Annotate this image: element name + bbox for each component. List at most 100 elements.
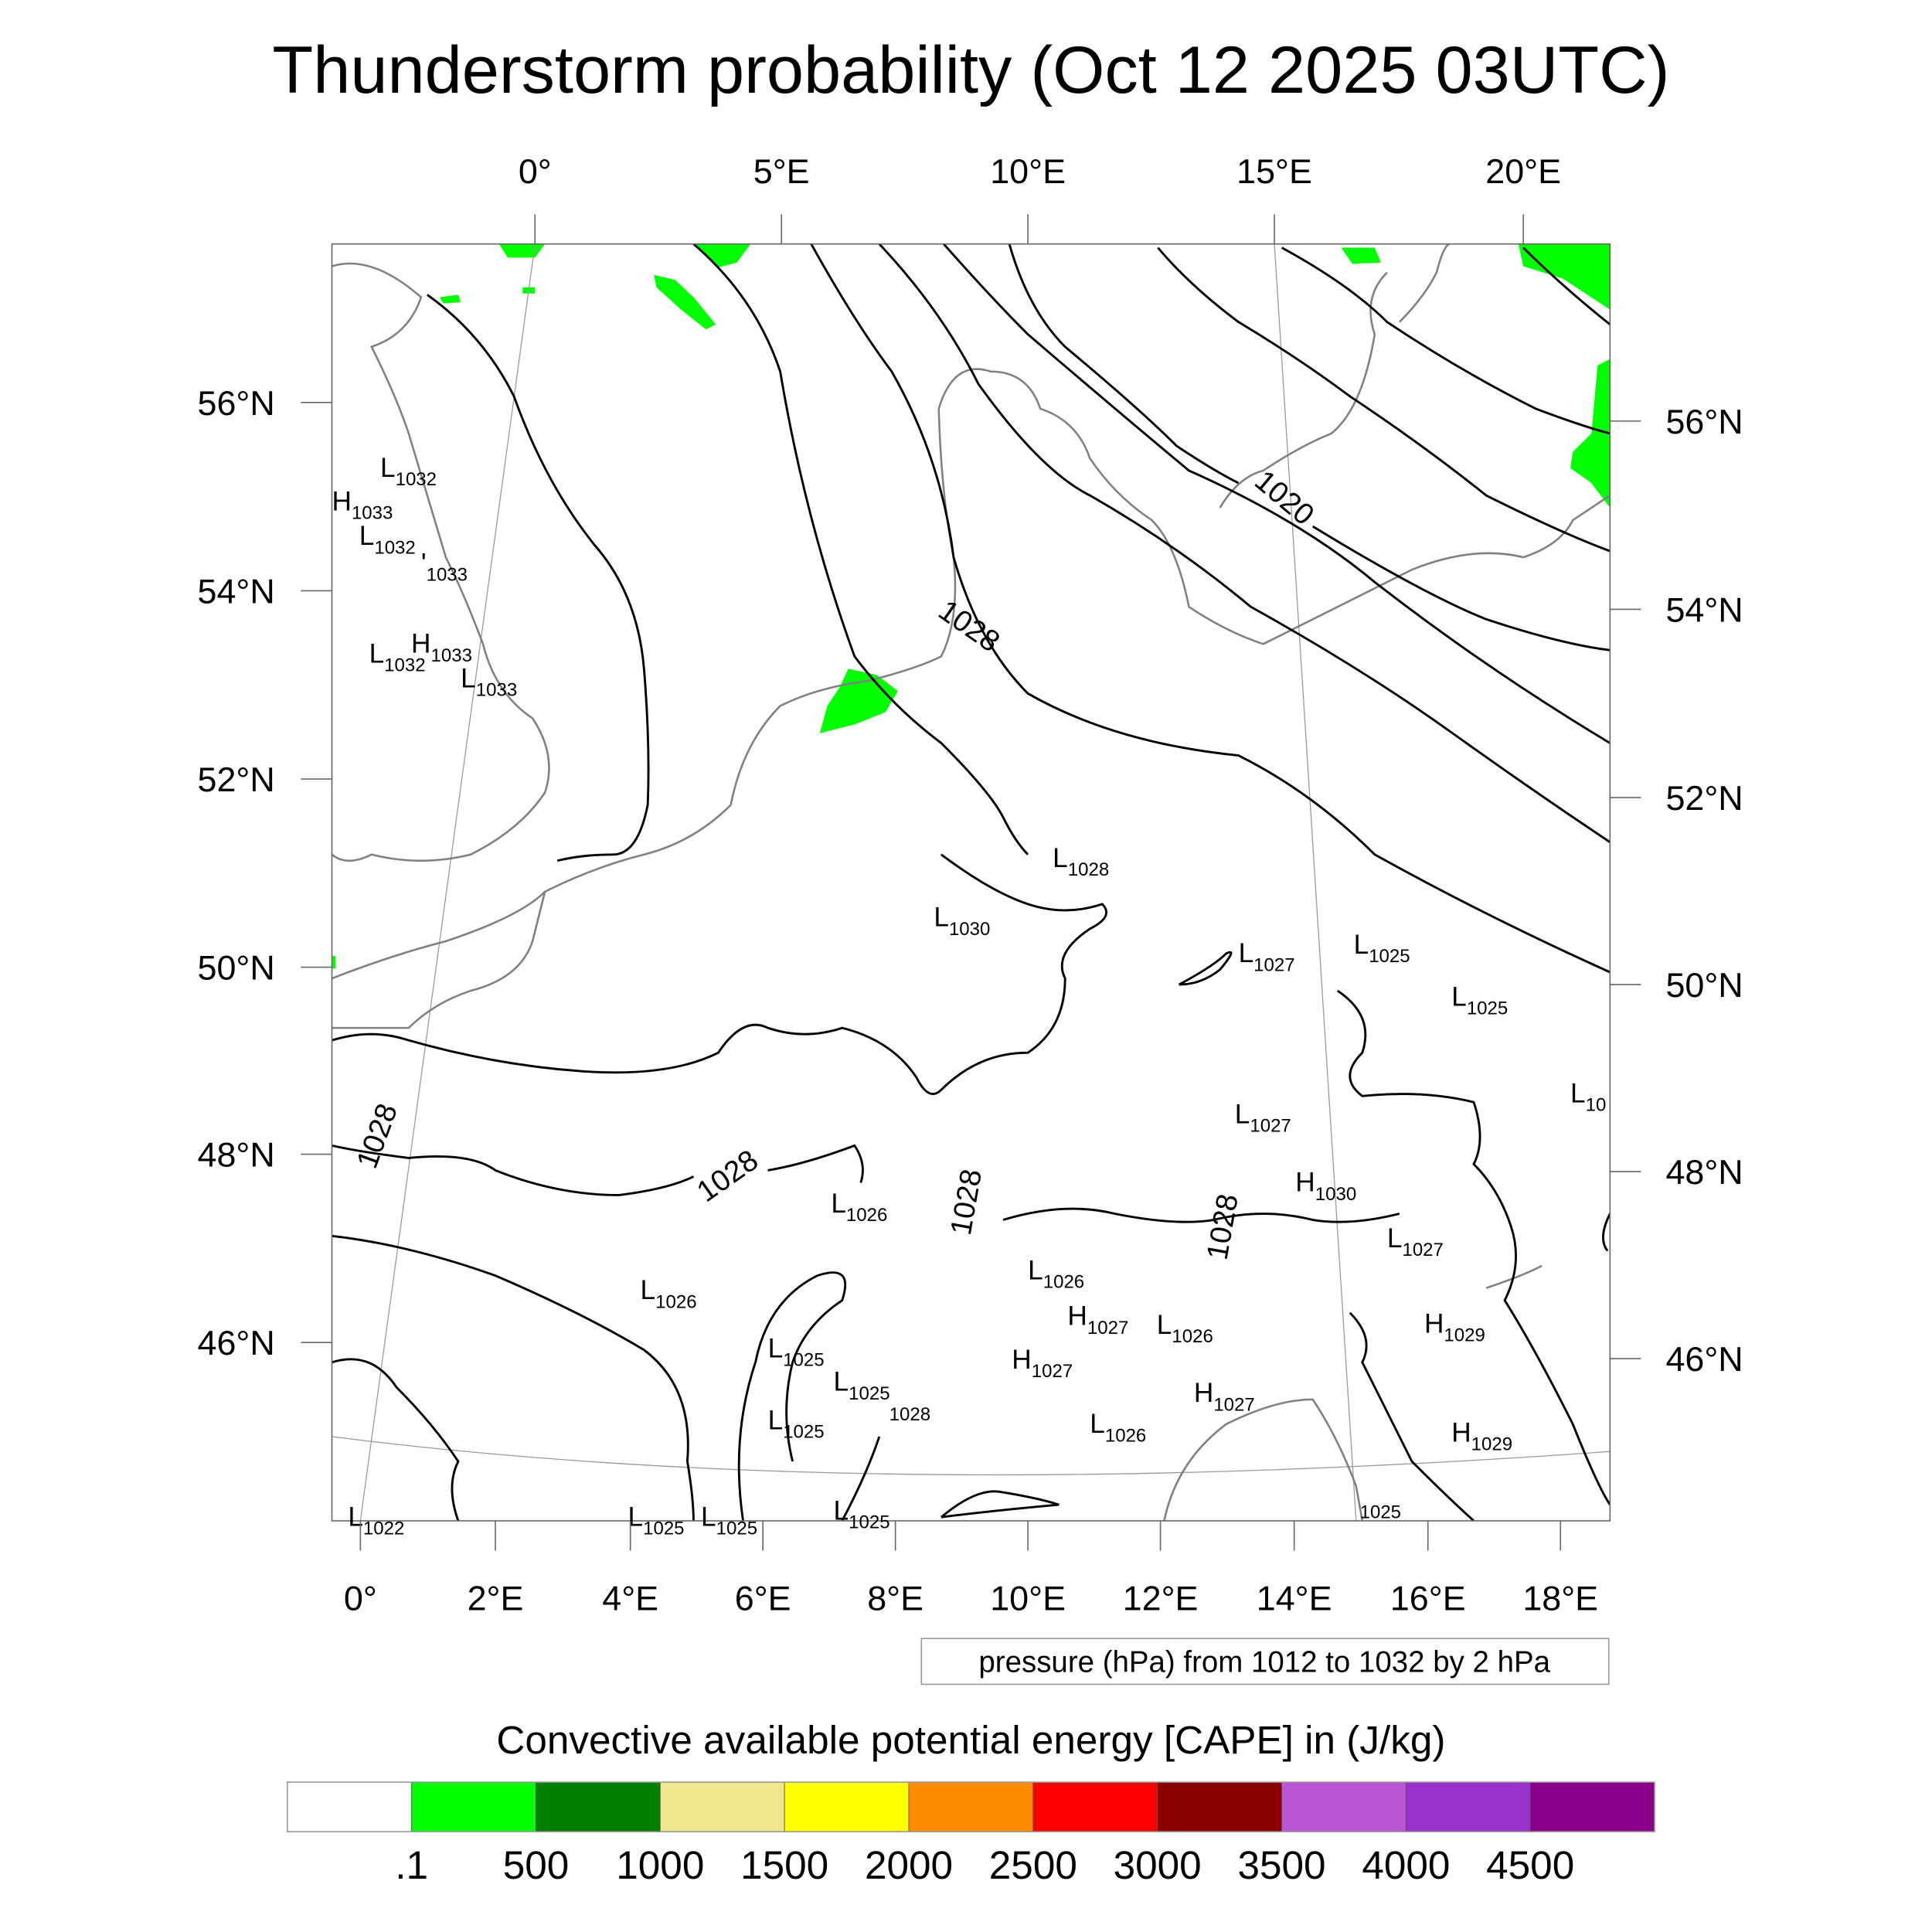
center-value: 1025 bbox=[783, 1422, 824, 1443]
pressure-center-label: 1025 bbox=[1360, 1502, 1401, 1523]
center-type: L bbox=[1235, 1100, 1250, 1130]
cape-fill bbox=[332, 243, 1611, 969]
colorbar-label: 1000 bbox=[616, 1843, 704, 1887]
pressure-center-label: H1033 bbox=[411, 629, 472, 666]
bottom-lon-label: 16°E bbox=[1390, 1578, 1466, 1617]
center-type: H bbox=[332, 486, 351, 516]
center-type: L bbox=[834, 1495, 849, 1526]
pressure-center-label: L1025 bbox=[1354, 930, 1410, 967]
center-type: L bbox=[834, 1367, 849, 1397]
center-type: L bbox=[461, 663, 476, 693]
center-value: 1025 bbox=[1369, 946, 1410, 967]
bottom-lon-label: 2°E bbox=[468, 1578, 524, 1617]
pressure-center-label: L1025 bbox=[1451, 981, 1508, 1019]
bottom-lon-label: 6°E bbox=[735, 1578, 791, 1617]
left-lat-label: 52°N bbox=[198, 760, 275, 799]
right-lat-label: 52°N bbox=[1665, 778, 1743, 818]
colorbar-swatch bbox=[287, 1781, 413, 1832]
pressure-center-label: L1026 bbox=[1090, 1409, 1146, 1446]
center-value: 1033 bbox=[476, 680, 517, 701]
center-value: 1025 bbox=[849, 1512, 889, 1533]
colorbar-label: 4500 bbox=[1486, 1843, 1574, 1887]
center-value: 1025 bbox=[849, 1383, 889, 1404]
center-type: L bbox=[1387, 1223, 1403, 1253]
center-type: H bbox=[1012, 1345, 1031, 1375]
center-value: 1026 bbox=[846, 1205, 887, 1226]
center-value: 1022 bbox=[363, 1519, 404, 1539]
colorbar-label: 2000 bbox=[865, 1843, 953, 1887]
figure-title: Thunderstorm probability (Oct 12 2025 03… bbox=[272, 33, 1669, 107]
right-lat-label: 56°N bbox=[1665, 402, 1743, 441]
colorbar-title: Convective available potential energy [C… bbox=[496, 1718, 1445, 1762]
bottom-lon-label: 0° bbox=[344, 1578, 377, 1617]
center-value: 1027 bbox=[1213, 1394, 1254, 1415]
pressure-center-label: L1025 bbox=[628, 1502, 685, 1539]
contour-info-box: pressure (hPa) from 1012 to 1032 by 2 hP… bbox=[920, 1638, 1610, 1685]
center-value: 1030 bbox=[949, 919, 990, 940]
pressure-center-label: L10 bbox=[1570, 1078, 1606, 1115]
center-value: 1028 bbox=[1068, 859, 1109, 880]
center-type: L bbox=[1028, 1255, 1043, 1285]
colorbar-swatch bbox=[784, 1781, 910, 1832]
top-lon-label: 10°E bbox=[990, 151, 1066, 191]
center-type: L bbox=[380, 453, 396, 483]
center-value: 10 bbox=[1586, 1095, 1607, 1116]
pressure-center-label: L1026 bbox=[831, 1189, 887, 1226]
colorbar-label: 3500 bbox=[1237, 1843, 1325, 1887]
right-lat-label: 48°N bbox=[1665, 1152, 1743, 1192]
center-type: H bbox=[1067, 1301, 1087, 1332]
isobars bbox=[332, 243, 1611, 1521]
pressure-center-label: 1028 bbox=[889, 1404, 930, 1425]
center-type: H bbox=[1451, 1417, 1471, 1447]
pressure-center-label: L1022 bbox=[348, 1502, 404, 1539]
center-value: 1026 bbox=[655, 1291, 696, 1312]
left-lat-label: 50°N bbox=[198, 948, 275, 988]
top-lon-label: 15°E bbox=[1236, 151, 1312, 191]
center-value: 1025 bbox=[783, 1350, 824, 1371]
colorbar-label: 2500 bbox=[989, 1843, 1077, 1887]
center-type: L bbox=[628, 1502, 644, 1532]
colorbar-swatch bbox=[411, 1781, 536, 1832]
left-lat-label: 46°N bbox=[198, 1323, 275, 1362]
colorbar-swatch bbox=[1032, 1781, 1158, 1832]
bottom-lon-label: 8°E bbox=[867, 1578, 923, 1617]
colorbar-label: 4000 bbox=[1362, 1843, 1450, 1887]
center-value: 1027 bbox=[1250, 1116, 1291, 1137]
coastlines bbox=[332, 243, 1611, 1521]
colorbar-label: 3000 bbox=[1114, 1843, 1202, 1887]
bottom-lon-label: 14°E bbox=[1257, 1578, 1332, 1617]
center-type: L bbox=[348, 1502, 363, 1532]
center-value: 1027 bbox=[1402, 1240, 1443, 1260]
center-type: H bbox=[1424, 1308, 1444, 1338]
colorbar-label: 1500 bbox=[740, 1843, 828, 1887]
map-axes: 0° 5°E 10°E 15°E 20°E 56°N 54°N 52°N 50°N 48°N 46°… bbox=[198, 151, 1743, 1617]
center-type: H bbox=[1194, 1378, 1213, 1408]
pressure-center-label: L1025 bbox=[834, 1495, 890, 1532]
center-type: L bbox=[1451, 981, 1467, 1012]
center-type: L bbox=[768, 1405, 784, 1435]
bottom-lon-label: 12°E bbox=[1123, 1578, 1199, 1617]
pressure-center-label: '1033 bbox=[421, 548, 468, 585]
center-value: 1026 bbox=[1105, 1425, 1146, 1446]
right-lat-label: 46°N bbox=[1665, 1339, 1743, 1379]
left-lat-label: 56°N bbox=[198, 383, 275, 423]
center-value: 1025 bbox=[1467, 998, 1508, 1019]
center-value: 1032 bbox=[396, 469, 437, 490]
center-value: 1028 bbox=[889, 1404, 930, 1425]
colorbar-swatch bbox=[1281, 1781, 1406, 1832]
bottom-lon-label: 4°E bbox=[602, 1578, 658, 1617]
center-value: 1029 bbox=[1444, 1325, 1485, 1346]
pressure-center-label: L1026 bbox=[1157, 1310, 1213, 1347]
center-type: L bbox=[1053, 843, 1068, 873]
pressure-center-label: L1025 bbox=[834, 1367, 890, 1404]
center-type: L bbox=[934, 903, 949, 933]
center-type: L bbox=[831, 1189, 846, 1219]
colorbar-swatch bbox=[908, 1781, 1034, 1832]
top-lon-label: 5°E bbox=[753, 151, 810, 191]
center-type: L bbox=[1090, 1409, 1105, 1439]
pressure-center-label: H1030 bbox=[1295, 1168, 1356, 1205]
colorbar-swatch bbox=[1529, 1781, 1655, 1832]
pressure-center-label: L1032 bbox=[380, 453, 437, 490]
